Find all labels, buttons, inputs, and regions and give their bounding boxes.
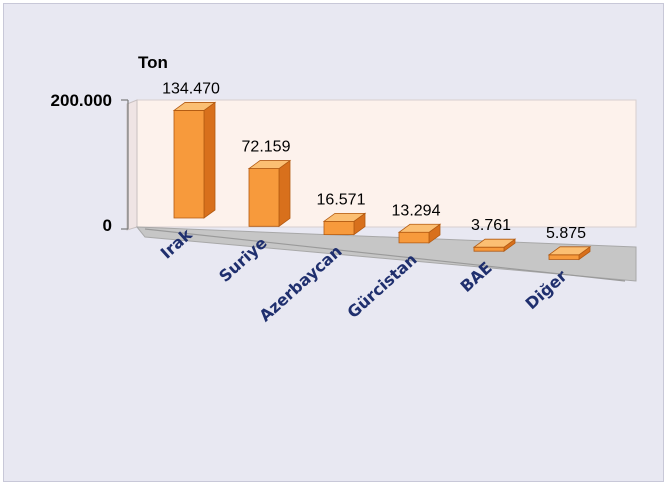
bar-front-face <box>398 231 430 244</box>
bar-gürcistan <box>397 223 442 244</box>
bar-front-face <box>248 168 280 227</box>
x-tick-label: Azerbaycan <box>255 241 345 325</box>
bar-front-face <box>473 246 505 252</box>
data-label: 16.571 <box>317 191 366 208</box>
bars-group <box>172 101 592 261</box>
data-label: 5.875 <box>546 225 586 242</box>
bar-bae <box>472 238 517 252</box>
bar-top-face <box>247 160 292 169</box>
bar-irak <box>172 101 217 219</box>
bar-top-face <box>472 238 517 248</box>
x-tick-label: Gürcistan <box>343 250 420 322</box>
data-label: 134.470 <box>162 80 220 97</box>
bar-front-face <box>548 254 580 260</box>
bar-top-face <box>397 223 442 233</box>
bar-side-face <box>278 159 291 228</box>
data-label: 3.761 <box>471 217 511 234</box>
y-tick-label-zero: 0 <box>103 216 112 235</box>
bar-side-face <box>203 101 216 219</box>
x-axis-line <box>144 228 626 282</box>
bar-front-face <box>323 220 355 236</box>
bar-top-face <box>547 246 592 256</box>
chart-floor <box>135 226 637 282</box>
data-label: 72.159 <box>242 139 291 156</box>
bar-front-face <box>173 110 205 219</box>
bar-suriye <box>247 159 292 228</box>
y-tick-label-max: 200.000 <box>51 91 112 110</box>
y-axis-unit-label: Ton <box>138 53 168 72</box>
bar-top-face <box>172 102 217 111</box>
data-labels-group: 134.470 72.159 16.571 13.294 3.761 5.875 <box>162 80 586 241</box>
bar-azerbaycan <box>322 212 367 236</box>
data-label: 13.294 <box>392 202 441 219</box>
bar-top-face <box>322 212 367 222</box>
bar-diğer <box>547 246 592 261</box>
